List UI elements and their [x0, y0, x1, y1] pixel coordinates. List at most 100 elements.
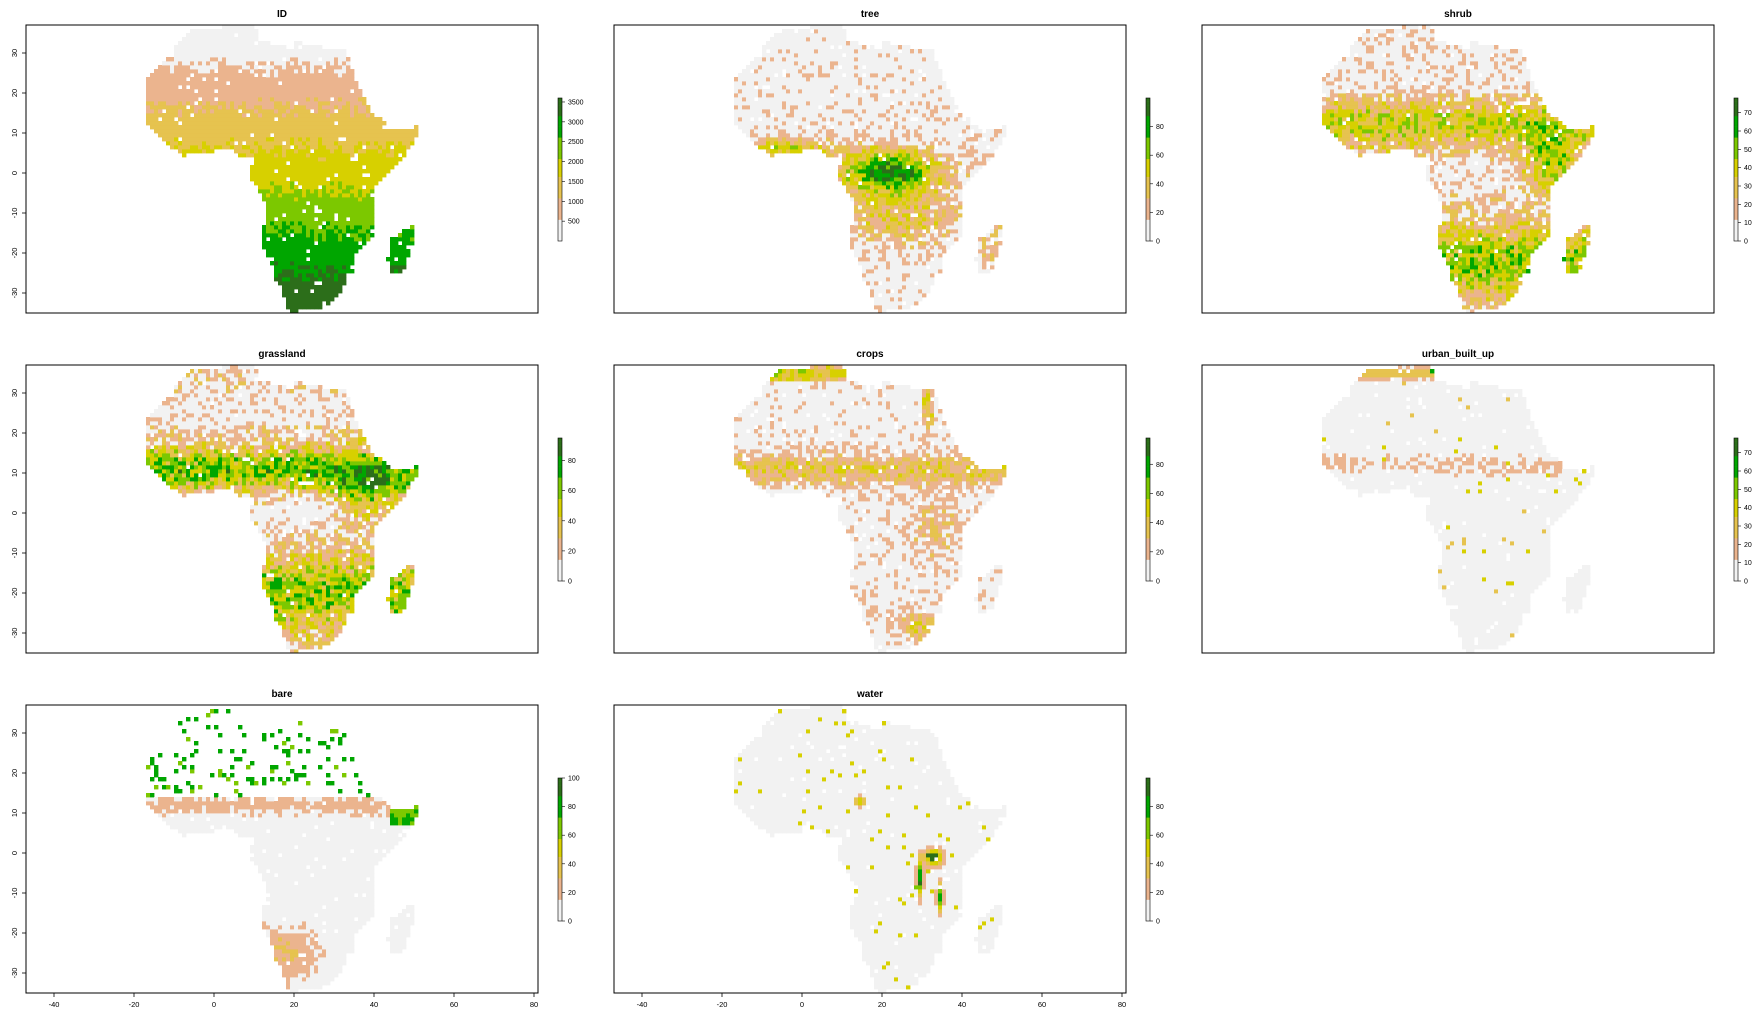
raster-cells	[1322, 365, 1595, 654]
legend-tick-label: 50	[1744, 147, 1752, 154]
y-tick-label: -10	[10, 888, 19, 899]
legend-tick-label: 500	[568, 219, 580, 226]
y-tick-label: 30	[10, 729, 19, 737]
legend-tick-label: 20	[1744, 542, 1752, 549]
x-tick-label: 40	[370, 1000, 378, 1009]
panel-title: tree	[861, 9, 880, 20]
panel-title: bare	[271, 689, 293, 700]
raster-cells	[734, 365, 1007, 654]
legend-tick-label: 60	[1156, 833, 1164, 840]
panel-title: water	[856, 689, 883, 700]
y-tick-label: -20	[10, 588, 19, 599]
legend-tick-label: 0	[1744, 239, 1748, 246]
legend-tick-label: 60	[1156, 153, 1164, 160]
legend-tick-label: 40	[1744, 165, 1752, 172]
y-tick-label: 10	[10, 469, 19, 477]
legend-colorbar: 0 20 40 60 80	[1145, 777, 1164, 926]
legend-tick-label: 80	[1156, 124, 1164, 131]
x-tick-label: -20	[717, 1000, 728, 1009]
legend-tick-label: 20	[1156, 210, 1164, 217]
x-tick-label: 0	[800, 1000, 804, 1009]
raster-cells	[1322, 25, 1595, 314]
y-tick-label: 20	[10, 429, 19, 437]
y-tick-label: 0	[10, 171, 19, 175]
legend-tick-label: 40	[1156, 861, 1164, 868]
y-tick-label: 10	[10, 809, 19, 817]
panel-title: ID	[277, 9, 287, 20]
y-tick-label: -30	[10, 288, 19, 299]
map-panel-shrub: shrub 0 10 20 30 40 50 60 70	[1201, 9, 1752, 314]
y-tick-label: 10	[10, 129, 19, 137]
legend-tick-label: 0	[1156, 239, 1160, 246]
legend-tick-label: 80	[1156, 462, 1164, 469]
legend-tick-label: 3000	[568, 119, 584, 126]
map-panel-urban: urban_built_up 0 10 20 30 40 50 60 70	[1201, 349, 1752, 654]
legend-tick-label: 1500	[568, 179, 584, 186]
panel-frame	[613, 704, 1127, 994]
legend-tick-label: 30	[1744, 184, 1752, 191]
map-panel-tree: tree 0 20 40 60 80	[613, 9, 1164, 314]
legend-tick-label: 0	[1156, 919, 1160, 926]
legend-tick-label: 60	[1744, 469, 1752, 476]
raster-cells	[734, 705, 1007, 994]
legend-tick-label: 50	[1744, 487, 1752, 494]
y-tick-label: 0	[10, 851, 19, 855]
raster-cells	[146, 25, 419, 314]
legend-tick-label: 60	[1156, 491, 1164, 498]
map-panel-id: ID 30 20 10 0 -10 -20 -30 500 1000 1500 2000 2500 300…	[10, 9, 584, 314]
panel-title: shrub	[1444, 9, 1472, 20]
panel-frame	[25, 24, 539, 314]
legend-tick-label: 80	[1156, 804, 1164, 811]
legend-tick-label: 80	[568, 458, 576, 465]
legend-colorbar: 0 20 40 60 80	[1145, 437, 1164, 586]
legend-tick-label: 10	[1744, 220, 1752, 227]
panel-frame	[25, 364, 539, 654]
legend-tick-label: 10	[1744, 560, 1752, 567]
legend-tick-label: 20	[1156, 549, 1164, 556]
legend-tick-label: 3500	[568, 99, 584, 106]
y-tick-label: -10	[10, 548, 19, 559]
y-tick-label: -20	[10, 928, 19, 939]
panel-title: urban_built_up	[1422, 349, 1494, 360]
legend-tick-label: 70	[1744, 110, 1752, 117]
legend-tick-label: 20	[1156, 890, 1164, 897]
legend-tick-label: 0	[1156, 579, 1160, 586]
panel-title: grassland	[258, 349, 305, 360]
y-tick-label: 20	[10, 769, 19, 777]
legend-colorbar: 0 20 40 60 80	[557, 437, 576, 586]
x-tick-label: 60	[1038, 1000, 1046, 1009]
legend-tick-label: 20	[568, 548, 576, 555]
raster-cells	[734, 25, 1007, 314]
panel-frame	[613, 364, 1127, 654]
y-tick-label: -20	[10, 248, 19, 259]
legend-tick-label: 0	[568, 919, 572, 926]
y-tick-label: -30	[10, 628, 19, 639]
legend-tick-label: 30	[1744, 524, 1752, 531]
legend-tick-label: 40	[1156, 181, 1164, 188]
y-tick-label: -10	[10, 208, 19, 219]
panels-layer: ID3020100-10-20-305001000150020002500300…	[10, 9, 1752, 1009]
x-tick-label: -40	[49, 1000, 60, 1009]
map-panel-grassland: grassland 30 20 10 0 -10 -20 -30 0 20 40 60 80	[10, 349, 576, 654]
y-tick-label: -30	[10, 968, 19, 979]
x-tick-label: 80	[530, 1000, 538, 1009]
x-tick-label: 40	[958, 1000, 966, 1009]
x-tick-label: 60	[450, 1000, 458, 1009]
x-tick-label: 0	[212, 1000, 216, 1009]
x-tick-label: -20	[129, 1000, 140, 1009]
legend-tick-label: 0	[1744, 579, 1748, 586]
map-panel-crops: crops 0 20 40 60 80	[613, 349, 1164, 654]
y-tick-label: 0	[10, 511, 19, 515]
x-tick-label: -40	[637, 1000, 648, 1009]
legend-tick-label: 60	[568, 488, 576, 495]
legend-tick-label: 1000	[568, 199, 584, 206]
legend-tick-label: 20	[1744, 202, 1752, 209]
legend-colorbar: 0 20 40 60 80 100	[557, 776, 580, 926]
legend-tick-label: 70	[1744, 450, 1752, 457]
map-panel-water: water -40 -20 0 20 40 60 80 0 20 40 60 80	[613, 689, 1164, 1009]
legend-tick-label: 40	[1744, 505, 1752, 512]
legend-colorbar: 0 10 20 30 40 50 60 70	[1733, 437, 1752, 586]
x-tick-label: 80	[1118, 1000, 1126, 1009]
